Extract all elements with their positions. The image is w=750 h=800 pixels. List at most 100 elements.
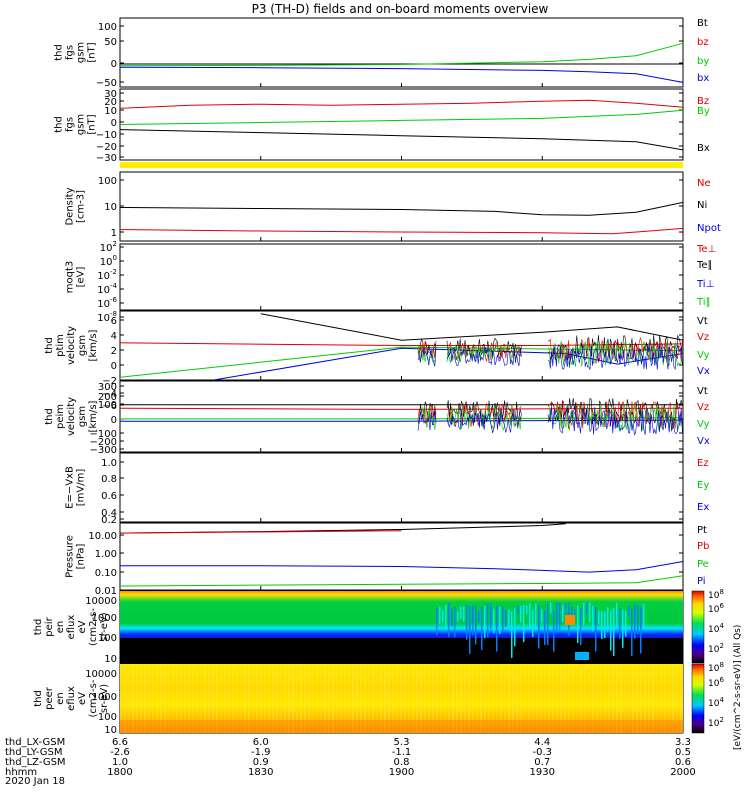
electron-texture-stroke bbox=[672, 664, 674, 733]
electron-texture-stroke bbox=[312, 664, 314, 733]
series-line-bz bbox=[119, 99, 684, 109]
colorbar-label: [eV/(cm^2-s-sr-eV)] (All Qs) bbox=[733, 625, 743, 750]
burst-trace bbox=[446, 400, 522, 424]
electron-texture-stroke bbox=[332, 664, 334, 733]
ptim-burst-3 bbox=[547, 334, 683, 370]
electron-texture-stroke bbox=[220, 664, 222, 733]
electron-texture-stroke bbox=[364, 664, 366, 733]
electron-texture-stroke bbox=[212, 664, 214, 733]
y-tick-label: −30 bbox=[96, 153, 117, 164]
y-tick-label: 100 bbox=[100, 254, 117, 268]
electron-texture-stroke bbox=[216, 664, 218, 733]
electron-texture-stroke bbox=[604, 664, 606, 733]
electron-texture-stroke bbox=[480, 664, 482, 733]
peim-burst-3 bbox=[547, 397, 683, 436]
ion-texture-stroke bbox=[565, 603, 567, 618]
y-axis-label: [cm-3] bbox=[76, 190, 87, 223]
electron-texture-stroke bbox=[360, 664, 362, 733]
panel-3: 100 10 1 Density [cm-3] Ne Ni Npot bbox=[65, 171, 721, 242]
peim-burst-1 bbox=[417, 401, 437, 431]
legend-entry: By bbox=[697, 106, 710, 117]
ion-low-band bbox=[120, 638, 683, 663]
electron-texture-stroke bbox=[348, 664, 350, 733]
ion-texture-stroke bbox=[643, 603, 645, 628]
electron-texture-stroke bbox=[536, 664, 538, 733]
electron-texture-stroke bbox=[288, 664, 290, 733]
y-axis-label: [km/s] bbox=[88, 400, 99, 432]
ion-texture-stroke bbox=[493, 608, 495, 634]
annotation-value: 1900 bbox=[389, 767, 414, 778]
legend-entry: Vx bbox=[697, 436, 710, 447]
legend-entry: Vz bbox=[697, 332, 709, 343]
ion-texture-stroke bbox=[556, 602, 558, 631]
electron-texture-stroke bbox=[248, 664, 250, 733]
y-axis-label: [km/s] bbox=[88, 329, 99, 361]
electron-texture-stroke bbox=[176, 664, 178, 733]
y-tick-label: 0 bbox=[111, 361, 117, 372]
panel-frame bbox=[119, 452, 684, 523]
burst-trace bbox=[446, 409, 522, 433]
annotation-value: 0.5 bbox=[675, 747, 691, 758]
y-tick-label: −100 bbox=[90, 429, 117, 440]
electron-texture-stroke bbox=[652, 664, 654, 733]
ion-texture-stroke bbox=[577, 605, 579, 643]
y-axis-label: fgs bbox=[65, 45, 76, 60]
y-axis-label: gsm bbox=[76, 114, 87, 135]
y-tick-label: 100 bbox=[98, 712, 117, 723]
electron-texture-stroke bbox=[484, 664, 486, 733]
burst-trace bbox=[446, 337, 522, 358]
series-line-ne bbox=[119, 227, 684, 235]
y-tick-label: −10 bbox=[96, 130, 117, 141]
legend-entry: bx bbox=[697, 73, 709, 84]
legend-entry: Te∥ bbox=[696, 260, 713, 271]
ion-texture-stroke bbox=[574, 609, 576, 618]
electron-texture-stroke bbox=[276, 664, 278, 733]
colorbar-tick-label: 102 bbox=[708, 642, 724, 655]
y-axis-label: [nT] bbox=[87, 42, 98, 62]
electron-texture-stroke bbox=[396, 664, 398, 733]
legend-entry: Ti∥ bbox=[696, 297, 711, 308]
ion-texture-stroke bbox=[526, 605, 528, 614]
electron-texture-stroke bbox=[252, 664, 254, 733]
ion-texture-stroke bbox=[499, 606, 501, 635]
electron-texture-stroke bbox=[336, 664, 338, 733]
y-tick-label: −50 bbox=[96, 78, 117, 89]
y-axis-label: [eV] bbox=[76, 267, 87, 288]
ion-texture-stroke bbox=[442, 610, 444, 622]
electron-texture-stroke bbox=[368, 664, 370, 733]
electron-texture-stroke bbox=[308, 664, 310, 733]
y-tick-label: 2 bbox=[111, 346, 117, 357]
y-axis-label: ptim bbox=[55, 334, 66, 357]
annotation-row-name: thd_LX-GSM bbox=[5, 737, 65, 748]
burst-trace bbox=[446, 406, 522, 431]
ion-texture-stroke bbox=[619, 608, 621, 639]
y-axis-label: thd bbox=[33, 619, 44, 636]
colorbar-tick-label: 106 bbox=[708, 602, 724, 615]
ion-texture-stroke bbox=[436, 607, 438, 636]
electron-texture-stroke bbox=[644, 664, 646, 733]
electron-texture-stroke bbox=[380, 664, 382, 733]
electron-texture-stroke bbox=[192, 664, 194, 733]
ion-texture-stroke bbox=[589, 602, 591, 623]
electron-texture-stroke bbox=[464, 664, 466, 733]
electron-texture-stroke bbox=[300, 664, 302, 733]
ion-texture-stroke bbox=[523, 604, 525, 643]
panel-5: 6 4 2 0 −2 −4−6 thd ptim velocity gsm [km/s] Vt Vz Vy… bbox=[44, 310, 710, 412]
panel-frame bbox=[119, 522, 684, 591]
legend-entry: Bz bbox=[697, 96, 709, 107]
ion-texture-stroke bbox=[460, 606, 462, 620]
electron-texture-stroke bbox=[172, 664, 174, 733]
electron-texture-stroke bbox=[500, 664, 502, 733]
y-tick-label: 0 bbox=[111, 59, 117, 70]
y-axis-label: en bbox=[55, 692, 66, 705]
y-tick-label: 20 bbox=[104, 97, 117, 108]
ion-texture-stroke bbox=[505, 609, 507, 627]
y-tick-label: 100 bbox=[98, 22, 117, 33]
ion-texture-stroke bbox=[553, 610, 555, 652]
annotation-value: -0.3 bbox=[532, 747, 552, 758]
ion-spectrogram bbox=[120, 591, 683, 663]
electron-texture-stroke bbox=[460, 664, 462, 733]
electron-texture-stroke bbox=[520, 664, 522, 733]
y-axis-label: eflux bbox=[66, 615, 77, 640]
y-tick-label: 6 bbox=[111, 316, 117, 327]
